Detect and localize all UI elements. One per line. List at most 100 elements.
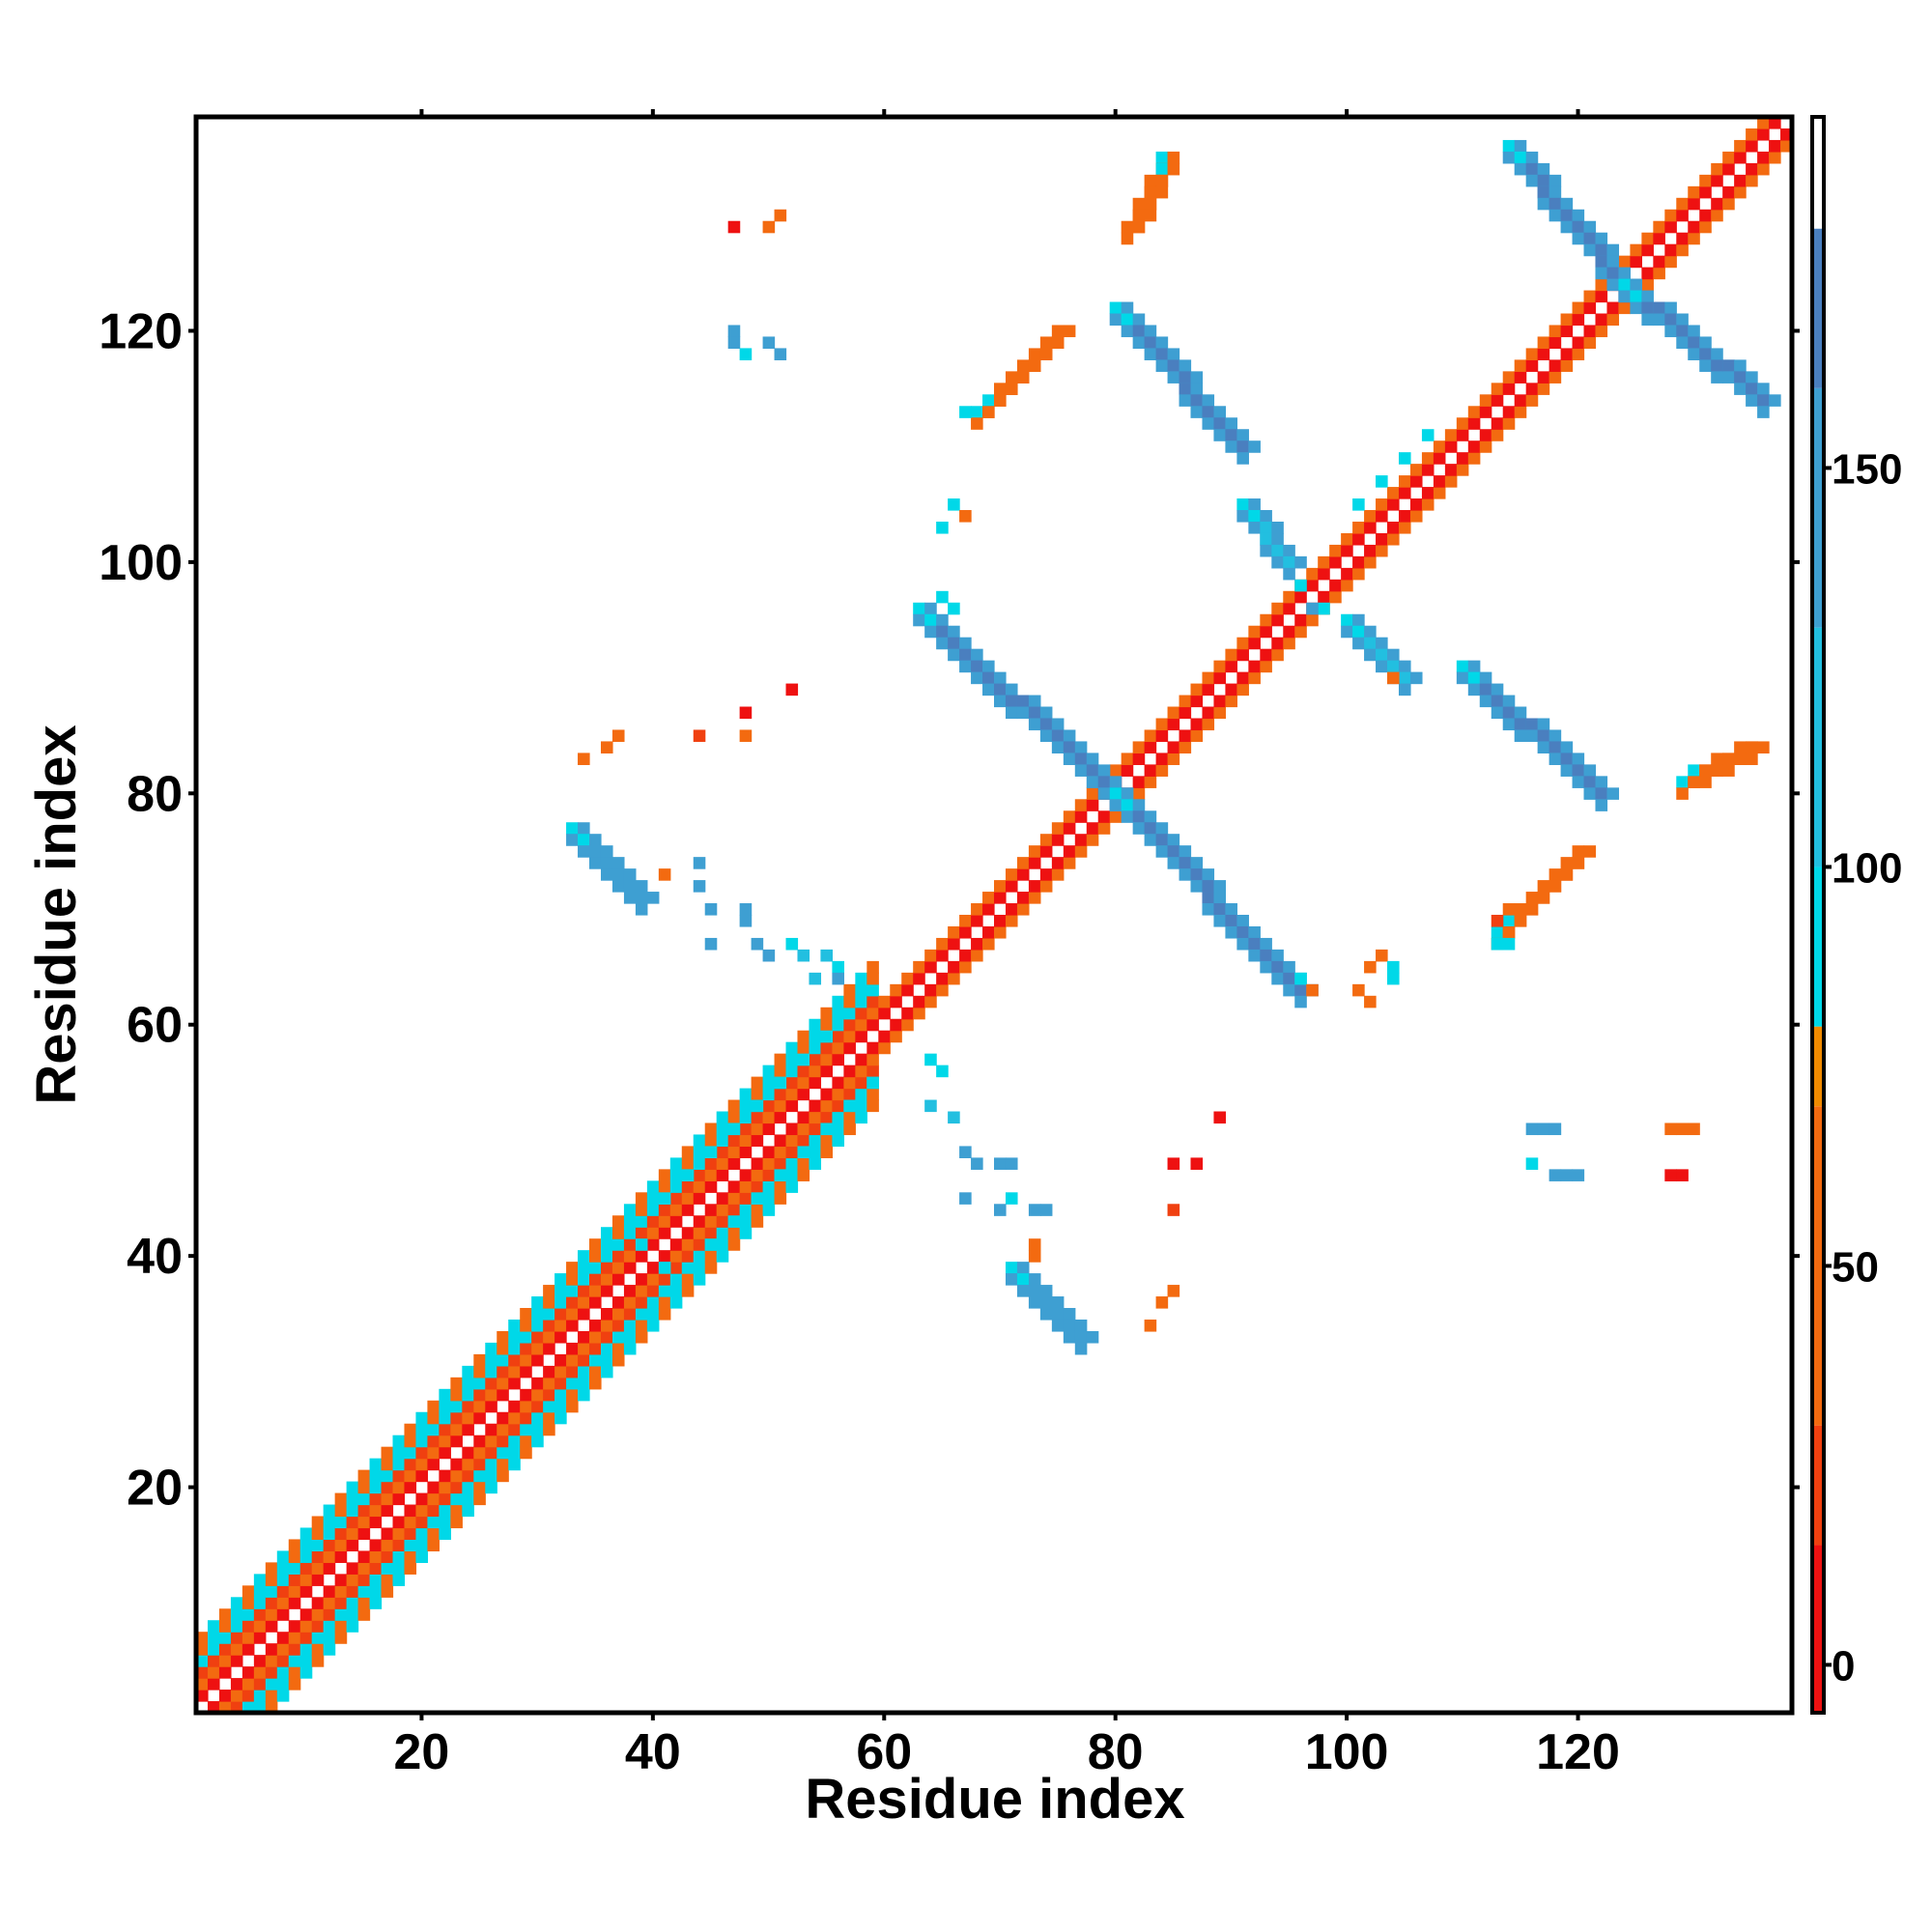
segment-cell bbox=[1283, 544, 1295, 557]
diagonal-cell bbox=[704, 1122, 718, 1136]
diagonal-cell bbox=[485, 1458, 497, 1471]
diagonal-cell bbox=[415, 1469, 429, 1483]
diagonal-cell bbox=[508, 1458, 521, 1471]
contact-cell bbox=[1387, 960, 1400, 974]
diagonal-cell bbox=[1236, 683, 1249, 696]
diagonal-cell bbox=[1318, 555, 1330, 569]
diagonal-cell bbox=[1341, 544, 1353, 557]
diagonal-cell bbox=[578, 1342, 590, 1355]
contact-cell bbox=[1028, 1250, 1041, 1263]
diagonal-cell bbox=[462, 1481, 474, 1494]
segment-cell bbox=[1572, 845, 1585, 858]
diagonal-cell bbox=[288, 1666, 301, 1679]
segment-cell bbox=[1491, 683, 1504, 696]
diagonal-cell bbox=[785, 1134, 799, 1148]
diagonal-cell bbox=[669, 1204, 683, 1216]
diagonal-cell bbox=[1630, 243, 1642, 257]
diagonal-cell bbox=[346, 1620, 359, 1633]
diagonal-cell bbox=[693, 1250, 706, 1263]
diagonal-cell bbox=[450, 1516, 463, 1529]
segment-cell bbox=[1109, 776, 1122, 788]
segment-cell bbox=[566, 834, 579, 846]
diagonal-cell bbox=[646, 1227, 660, 1239]
segment-cell bbox=[1548, 868, 1562, 881]
segment-cell bbox=[1074, 1330, 1088, 1344]
diagonal-cell bbox=[600, 1319, 613, 1332]
diagonal-cell bbox=[531, 1377, 544, 1390]
diagonal-cell bbox=[218, 1655, 232, 1667]
segment-cell bbox=[1144, 185, 1157, 199]
diagonal-cell bbox=[635, 1330, 648, 1344]
diagonal-cell bbox=[554, 1296, 567, 1309]
diagonal-cell bbox=[242, 1701, 255, 1714]
segment-cell bbox=[1144, 834, 1157, 846]
segment-cell bbox=[1202, 880, 1215, 893]
diagonal-cell bbox=[611, 1238, 625, 1251]
segment-cell bbox=[971, 648, 983, 662]
segment-cell bbox=[1271, 960, 1284, 974]
diagonal-cell bbox=[1746, 162, 1758, 176]
helix-cell bbox=[658, 1262, 671, 1274]
diagonal-cell bbox=[299, 1539, 313, 1551]
diagonal-cell bbox=[276, 1550, 290, 1563]
segment-cell bbox=[1746, 371, 1758, 384]
segment-cell bbox=[1051, 325, 1065, 338]
segment-cell bbox=[1028, 706, 1041, 720]
diagonal-cell bbox=[867, 1018, 879, 1032]
segment-cell bbox=[1572, 776, 1585, 788]
diagonal-cell bbox=[739, 1204, 753, 1216]
diagonal-cell bbox=[693, 1192, 706, 1205]
diagonal-cell bbox=[809, 1157, 822, 1170]
y-axis-title: Residue index bbox=[25, 724, 88, 1104]
diagonal-cell bbox=[994, 915, 1007, 927]
contact-cell bbox=[1352, 983, 1365, 997]
contact-cell bbox=[1213, 1111, 1227, 1124]
segment-cell bbox=[1537, 741, 1550, 753]
contact-cell bbox=[611, 729, 625, 743]
diagonal-cell bbox=[669, 1273, 683, 1286]
diagonal-cell bbox=[924, 995, 937, 1009]
diagonal-cell bbox=[1190, 729, 1204, 743]
diagonal-cell bbox=[520, 1435, 532, 1448]
diagonal-cell bbox=[381, 1585, 394, 1598]
diagonal-cell bbox=[427, 1481, 440, 1494]
diagonal-cell bbox=[554, 1319, 567, 1332]
segment-cell bbox=[1676, 776, 1689, 788]
diagonal-cell bbox=[1387, 521, 1400, 534]
diagonal-cell bbox=[623, 1330, 637, 1344]
diagonal-cell bbox=[334, 1608, 348, 1621]
diagonal-cell bbox=[635, 1227, 648, 1239]
diagonal-cell bbox=[288, 1585, 301, 1598]
segment-cell bbox=[1167, 845, 1180, 858]
diagonal-cell bbox=[843, 1041, 856, 1055]
diagonal-cell bbox=[1734, 185, 1747, 199]
diagonal-cell bbox=[774, 1134, 787, 1148]
helix-cell bbox=[774, 1169, 787, 1181]
segment-cell bbox=[1086, 764, 1099, 777]
segment-cell bbox=[1583, 232, 1597, 245]
colorbar-band bbox=[1812, 1425, 1824, 1546]
segment-cell bbox=[1074, 1319, 1088, 1332]
diagonal-cell bbox=[646, 1238, 660, 1251]
diagonal-cell bbox=[704, 1180, 718, 1193]
diagonal-cell bbox=[589, 1296, 602, 1309]
diagonal-cell bbox=[1213, 706, 1227, 720]
diagonal-cell bbox=[1051, 822, 1065, 835]
diagonal-cell bbox=[611, 1273, 625, 1286]
diagonal-cell bbox=[473, 1446, 486, 1460]
contact-cell bbox=[1664, 1169, 1677, 1181]
diagonal-cell bbox=[531, 1308, 544, 1321]
diagonal-cell bbox=[832, 1053, 844, 1066]
segment-cell bbox=[1213, 903, 1227, 916]
segment-cell bbox=[1202, 417, 1215, 430]
diagonal-cell bbox=[346, 1492, 359, 1506]
diagonal-cell bbox=[635, 1308, 648, 1321]
diagonal-cell bbox=[727, 1157, 741, 1170]
diagonal-cell bbox=[1734, 151, 1747, 164]
segment-cell bbox=[1155, 822, 1169, 835]
contact-cell bbox=[1294, 972, 1307, 985]
colorbar-band bbox=[1812, 1545, 1824, 1713]
contact-cell bbox=[1167, 1204, 1180, 1216]
diagonal-cell bbox=[520, 1411, 532, 1425]
diagonal-cell bbox=[762, 1065, 776, 1078]
